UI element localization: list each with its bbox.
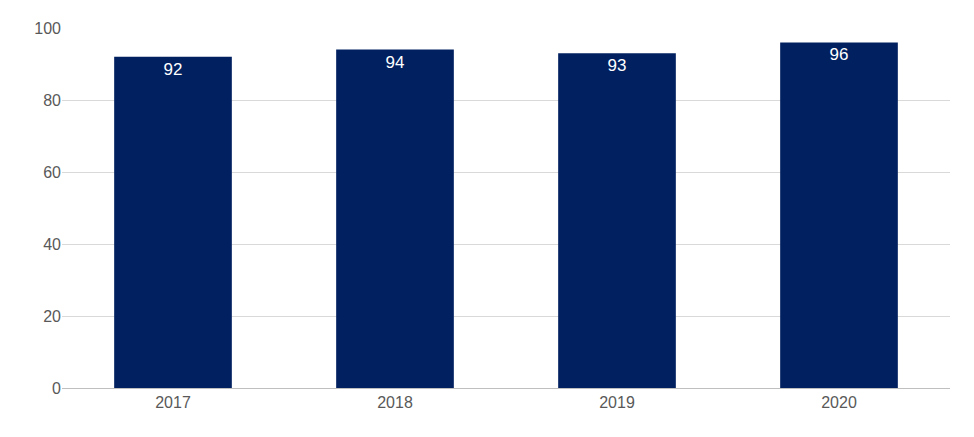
svg-text:94: 94 [386, 53, 405, 72]
svg-text:20: 20 [43, 308, 61, 325]
svg-text:40: 40 [43, 236, 61, 253]
svg-text:2018: 2018 [377, 394, 413, 411]
svg-text:80: 80 [43, 92, 61, 109]
svg-text:93: 93 [608, 56, 627, 75]
svg-text:2019: 2019 [599, 394, 635, 411]
svg-text:2017: 2017 [155, 394, 191, 411]
svg-text:96: 96 [830, 45, 849, 64]
svg-text:100: 100 [34, 20, 61, 37]
svg-text:60: 60 [43, 164, 61, 181]
svg-text:92: 92 [164, 60, 183, 79]
svg-text:0: 0 [52, 380, 61, 397]
svg-text:2020: 2020 [821, 394, 857, 411]
